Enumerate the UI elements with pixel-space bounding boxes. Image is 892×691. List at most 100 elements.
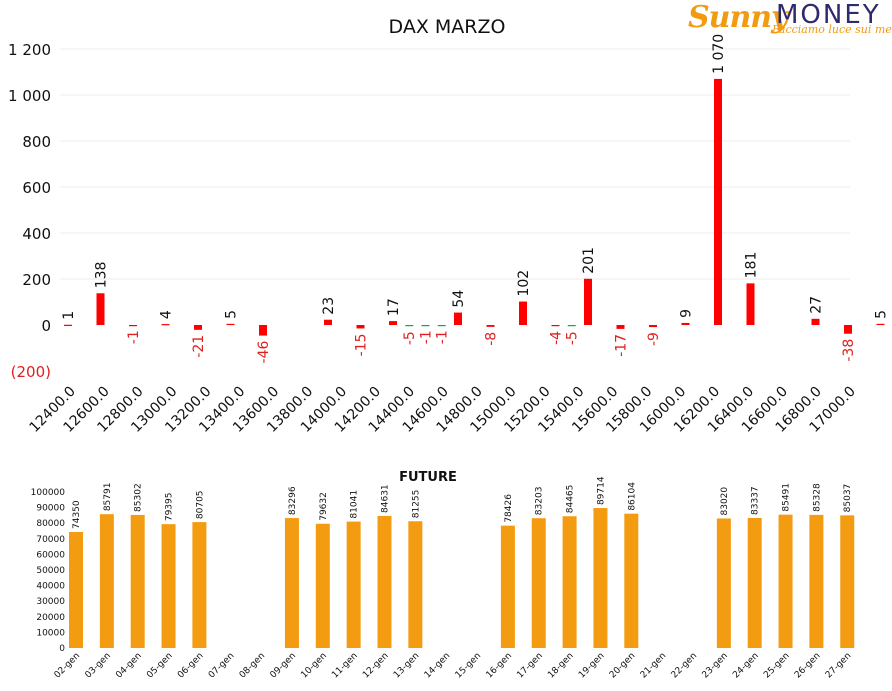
- data-label: 23: [321, 297, 337, 315]
- x-tick-label: 19-gen: [577, 651, 606, 680]
- future-bar: [192, 522, 207, 648]
- bar: [486, 325, 495, 327]
- future-bar: [778, 514, 793, 648]
- data-label: -1: [435, 330, 451, 344]
- y-tick-label: 90000: [36, 504, 65, 514]
- future-bar: [161, 524, 176, 648]
- future-data-label: 79632: [319, 492, 329, 521]
- future-data-label: 85328: [812, 483, 822, 512]
- data-label: 27: [809, 296, 825, 314]
- x-tick-label: 22-gen: [670, 651, 699, 680]
- future-data-label: 85037: [843, 484, 853, 513]
- bar: [811, 318, 820, 325]
- bar: [161, 324, 170, 326]
- future-chart: FUTURE 0 10000 20000 30000 40000 50000 60000 70…: [31, 470, 855, 681]
- data-label: -4: [549, 331, 565, 345]
- data-label: -8: [484, 332, 500, 346]
- bar: [551, 325, 560, 327]
- x-tick-label: 17-gen: [515, 651, 544, 680]
- bar: [194, 325, 202, 330]
- y-tick-label: 800: [22, 133, 51, 151]
- data-label: 54: [451, 290, 467, 308]
- y-tick-label: 0: [41, 317, 51, 335]
- bar: [681, 322, 690, 325]
- bar: [259, 325, 267, 336]
- future-bar: [716, 518, 731, 648]
- bar: [649, 325, 657, 328]
- y-tick-label: (200): [11, 363, 51, 381]
- future-bar: [809, 514, 824, 648]
- x-tick-label: 20-gen: [608, 651, 637, 680]
- bar: [454, 312, 462, 325]
- data-label: 9: [679, 309, 695, 318]
- x-tick-label: 02-gen: [53, 651, 82, 680]
- x-tick-label: 21-gen: [639, 651, 668, 680]
- chart-title: DAX MARZO: [389, 16, 506, 38]
- data-label: -17: [614, 334, 630, 357]
- x-tick-label: 06-gen: [176, 651, 205, 680]
- future-data-label: 80705: [195, 490, 205, 519]
- future-data-label: 81255: [411, 490, 421, 519]
- logo-word-money: MONEY: [776, 0, 881, 30]
- bar: [389, 321, 397, 325]
- future-data-label: 85302: [134, 483, 144, 512]
- x-tick-label: 25-gen: [762, 651, 791, 680]
- future-bar: [531, 518, 546, 648]
- bar: [324, 319, 332, 325]
- future-bar: [562, 516, 577, 648]
- y-tick-label: 40000: [36, 582, 65, 592]
- data-label: 1: [61, 311, 77, 320]
- future-bar: [593, 508, 608, 648]
- future-data-label: 89714: [596, 476, 606, 505]
- bar: [567, 325, 576, 327]
- y-tick-label: 50000: [36, 566, 65, 576]
- data-label: -38: [841, 339, 857, 362]
- x-tick-label: 13-gen: [392, 651, 421, 680]
- bar: [584, 278, 592, 325]
- data-label: 181: [744, 252, 760, 279]
- y-tick-label: 400: [22, 225, 51, 243]
- future-bar: [377, 515, 392, 648]
- data-label: -5: [402, 331, 418, 345]
- bar: [226, 323, 235, 326]
- logo-word-sunny: Sunny: [688, 0, 789, 35]
- data-label: -21: [191, 335, 207, 358]
- future-data-label: 78426: [504, 494, 514, 523]
- future-bar: [69, 532, 83, 648]
- data-label: -1: [419, 330, 435, 344]
- y-tick-label: 200: [22, 271, 51, 289]
- bar: [64, 324, 72, 326]
- bar: [714, 78, 722, 326]
- data-label: -1: [126, 330, 142, 344]
- x-tick-label: 10-gen: [299, 651, 328, 680]
- future-data-label: 83296: [288, 486, 298, 515]
- bar: [876, 323, 885, 326]
- logo-tagline: Facciamo luce sui mercati: [772, 23, 892, 36]
- y-tick-label: 20000: [36, 613, 65, 623]
- bar: [405, 325, 414, 327]
- y-tick-label: 100000: [31, 488, 66, 498]
- y-tick-label: 60000: [36, 550, 65, 560]
- y-tick-label: 1 000: [8, 87, 51, 105]
- future-data-label: 83020: [720, 487, 730, 516]
- future-bar: [624, 513, 639, 648]
- x-tick-label: 15-gen: [454, 651, 483, 680]
- future-data-label: 85791: [103, 483, 113, 512]
- future-bar: [315, 523, 330, 648]
- future-bar: [500, 525, 515, 648]
- future-bar: [130, 514, 145, 648]
- bar: [844, 325, 852, 334]
- x-tick-label: 08-gen: [238, 651, 267, 680]
- future-data-label: 79395: [165, 493, 175, 522]
- future-data-label: 86104: [627, 482, 637, 511]
- y-tick-label: 70000: [36, 535, 65, 545]
- x-tick-label: 14-gen: [423, 651, 452, 680]
- x-tick-label: 04-gen: [114, 651, 143, 680]
- data-label: 1 070: [711, 34, 727, 74]
- bar: [356, 325, 365, 329]
- y-tick-label: 30000: [36, 597, 65, 607]
- bar: [616, 325, 625, 329]
- data-label: 17: [386, 298, 402, 316]
- future-bar: [99, 514, 114, 648]
- data-label: 5: [224, 310, 240, 319]
